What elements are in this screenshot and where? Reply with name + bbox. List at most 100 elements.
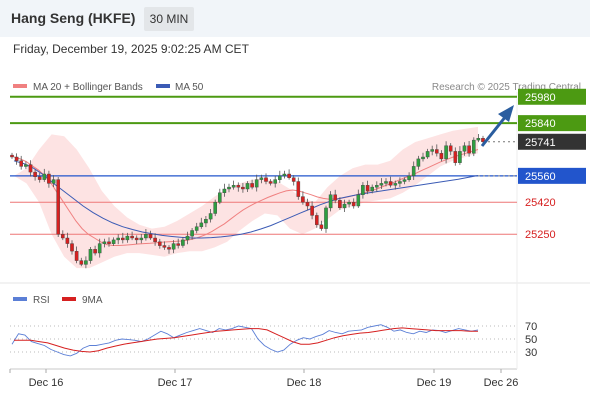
interval-button[interactable]: 30 MIN	[144, 7, 194, 31]
rsi-ma-line	[14, 327, 478, 353]
ma50-legend-label: MA 50	[175, 82, 204, 93]
x-tick-label: Dec 17	[158, 377, 193, 389]
ma20-legend-swatch	[13, 84, 27, 88]
rsi-tick-label-70: 70	[525, 321, 537, 333]
candle-body	[199, 222, 204, 227]
candle-body	[250, 183, 254, 188]
candle-body	[51, 179, 56, 184]
rsi-legend-swatch	[13, 297, 27, 301]
candle-body	[416, 158, 421, 167]
candle-body	[153, 237, 157, 242]
candle-body	[213, 201, 218, 214]
x-tick-label: Dec 18	[287, 377, 322, 389]
candle-body	[287, 173, 291, 178]
candle-body	[111, 239, 116, 244]
candle-body	[319, 224, 324, 229]
candle-body	[130, 235, 134, 239]
candle-body	[190, 230, 194, 237]
candle-body	[24, 164, 28, 167]
candle-body	[476, 137, 481, 141]
candle-body	[28, 164, 33, 173]
candle-body	[421, 156, 425, 160]
candle-body	[291, 177, 296, 182]
candle-body	[61, 233, 65, 239]
candle-body	[296, 181, 301, 197]
candle-body	[411, 166, 416, 176]
candle-body	[448, 145, 453, 152]
candle-body	[70, 243, 74, 252]
candle-body	[47, 173, 51, 184]
candle-body	[148, 233, 153, 239]
candle-body	[37, 176, 42, 180]
candle-body	[116, 237, 120, 241]
candle-body	[347, 201, 351, 205]
level-label-25741: 25741	[525, 137, 556, 149]
level-label-25250: 25250	[525, 229, 556, 241]
candle-body	[268, 181, 273, 184]
candle-body	[162, 245, 167, 248]
candle-body	[56, 179, 60, 235]
candle-body	[254, 179, 259, 188]
candle-body	[19, 160, 24, 167]
data-credit: Research © 2025 Trading Central	[432, 82, 581, 93]
chart-title: Hang Seng (HKFE)	[11, 10, 136, 26]
candle-body	[33, 171, 37, 178]
candle-body	[365, 185, 370, 192]
candle-body	[375, 185, 379, 188]
candle-body	[430, 149, 435, 152]
candle-body	[333, 194, 338, 201]
x-tick-label: Dec 26	[484, 377, 519, 389]
candle-body	[315, 215, 319, 225]
candle-body	[282, 173, 287, 177]
level-label-25560: 25560	[525, 171, 556, 183]
candle-body	[139, 237, 144, 241]
candle-body	[407, 175, 411, 180]
candle-body	[14, 156, 19, 161]
candle-body	[481, 137, 485, 142]
rsi-legend-label: RSI	[33, 295, 50, 306]
level-label-box-25560	[518, 167, 586, 184]
x-tick-label: Dec 19	[417, 377, 452, 389]
candle-body	[194, 226, 199, 231]
candle-body	[217, 192, 222, 203]
candle-body	[402, 179, 407, 182]
candle-body	[144, 233, 148, 239]
candle-body	[384, 181, 388, 184]
candle-body	[125, 235, 130, 241]
forecast-arrow-shaft	[480, 115, 508, 147]
candle-body	[157, 241, 162, 246]
candle-body	[324, 207, 328, 229]
candle-body	[379, 183, 384, 186]
candle-body	[171, 243, 176, 250]
candle-body	[65, 237, 70, 244]
rsi-ma-legend-label: 9MA	[82, 295, 103, 306]
candle-body	[425, 151, 430, 158]
candle-body	[458, 151, 462, 163]
candle-body	[176, 243, 181, 246]
candle-body	[328, 194, 333, 209]
candle-body	[453, 151, 458, 163]
candle-body	[356, 194, 361, 207]
level-label-box-25840	[518, 115, 586, 132]
candle-body	[467, 145, 471, 154]
candle-body	[79, 260, 84, 265]
bollinger-band-area	[14, 126, 478, 269]
candle-body	[342, 203, 347, 209]
candle-body	[472, 139, 476, 154]
candle-body	[435, 149, 439, 154]
candle-body	[120, 237, 125, 241]
candle-body	[439, 153, 444, 160]
candle-body	[361, 185, 365, 195]
candle-body	[185, 235, 190, 241]
rsi-line	[11, 324, 479, 357]
candle-body	[102, 241, 107, 244]
timestamp: Friday, December 19, 2025 9:02:25 AM CET	[13, 42, 249, 56]
candle-body	[74, 250, 79, 261]
candle-body	[444, 145, 448, 160]
rsi-ma-legend-swatch	[62, 297, 76, 301]
candle-body	[301, 196, 305, 203]
level-label-box-25980	[518, 88, 586, 105]
candle-body	[398, 181, 402, 184]
candle-body	[204, 218, 208, 224]
